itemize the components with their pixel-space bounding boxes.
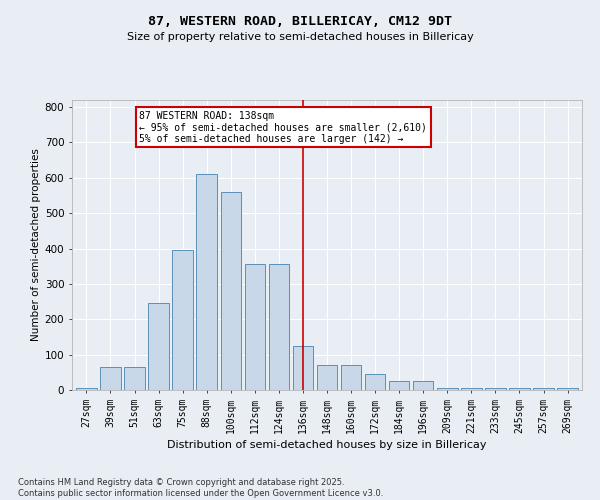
Bar — [437, 388, 458, 390]
Bar — [509, 388, 530, 390]
Bar — [100, 367, 121, 390]
Text: 87, WESTERN ROAD, BILLERICAY, CM12 9DT: 87, WESTERN ROAD, BILLERICAY, CM12 9DT — [148, 15, 452, 28]
Bar — [365, 374, 385, 390]
Bar — [196, 174, 217, 390]
Bar — [221, 192, 241, 390]
Bar — [461, 388, 482, 390]
Bar — [413, 381, 433, 390]
Bar — [172, 250, 193, 390]
Y-axis label: Number of semi-detached properties: Number of semi-detached properties — [31, 148, 41, 342]
Bar — [341, 365, 361, 390]
Text: Size of property relative to semi-detached houses in Billericay: Size of property relative to semi-detach… — [127, 32, 473, 42]
Bar — [485, 388, 506, 390]
Bar — [245, 264, 265, 390]
Bar — [293, 346, 313, 390]
Bar — [533, 388, 554, 390]
X-axis label: Distribution of semi-detached houses by size in Billericay: Distribution of semi-detached houses by … — [167, 440, 487, 450]
Bar — [317, 365, 337, 390]
Bar — [76, 388, 97, 390]
Bar — [389, 381, 409, 390]
Bar — [148, 304, 169, 390]
Bar — [124, 367, 145, 390]
Text: 87 WESTERN ROAD: 138sqm
← 95% of semi-detached houses are smaller (2,610)
5% of : 87 WESTERN ROAD: 138sqm ← 95% of semi-de… — [139, 110, 427, 144]
Bar — [557, 388, 578, 390]
Bar — [269, 264, 289, 390]
Text: Contains HM Land Registry data © Crown copyright and database right 2025.
Contai: Contains HM Land Registry data © Crown c… — [18, 478, 383, 498]
